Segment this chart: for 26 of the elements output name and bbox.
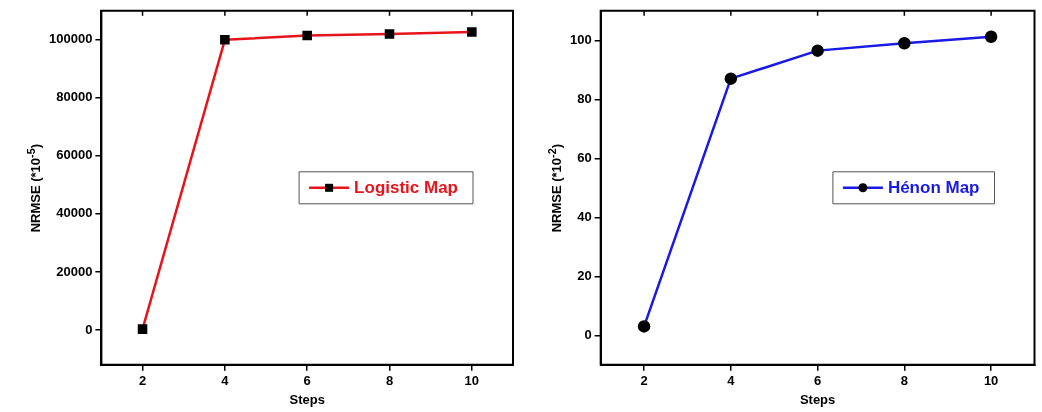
- x-axis-title: Steps: [289, 391, 325, 407]
- y-tick-label: 80000: [56, 89, 93, 105]
- x-tick-label: 10: [983, 373, 999, 389]
- x-tick-label: 2: [640, 373, 648, 389]
- x-tick-label: 4: [727, 373, 736, 389]
- y-tick-label: 100000: [48, 31, 93, 47]
- x-tick-label: 8: [900, 373, 908, 389]
- x-tick-label: 10: [464, 373, 480, 389]
- y-tick-label: 20: [577, 267, 592, 283]
- y-tick-label: 20000: [56, 263, 93, 279]
- y-tick-label: 80: [577, 90, 592, 106]
- y-tick-label: 100: [569, 31, 592, 47]
- legend-label: Hénon Map: [887, 178, 980, 198]
- y-tick-label: 0: [584, 326, 592, 342]
- x-tick-label: 6: [813, 373, 822, 389]
- x-tick-label: 2: [138, 373, 147, 389]
- y-tick-label: 0: [85, 321, 93, 337]
- y-tick-label: 40: [577, 208, 592, 224]
- x-axis-title: Steps: [799, 391, 836, 407]
- y-tick-label: 40000: [56, 205, 93, 221]
- y-tick-label: 60000: [56, 147, 93, 163]
- legend-label: Logistic Map: [354, 178, 459, 198]
- y-tick-label: 60: [577, 149, 592, 165]
- x-tick-label: 6: [303, 373, 311, 389]
- x-tick-label: 4: [221, 373, 230, 389]
- x-tick-label: 8: [385, 373, 394, 389]
